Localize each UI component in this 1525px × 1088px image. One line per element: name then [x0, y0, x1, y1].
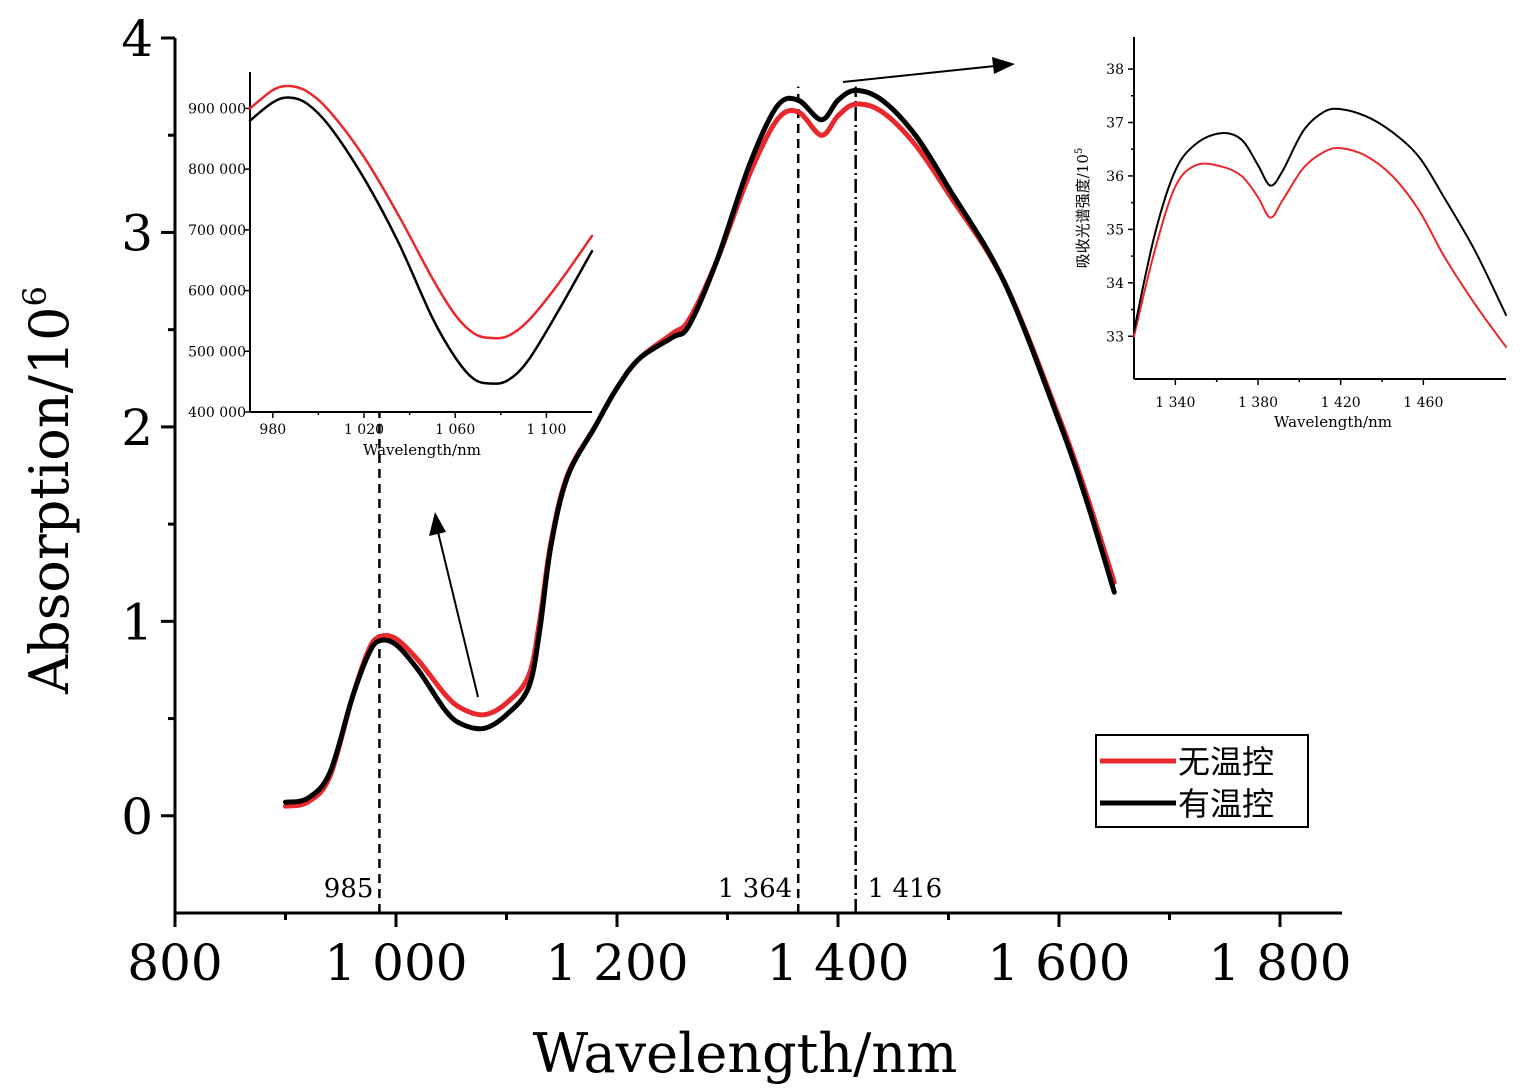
- series-line-with-temp-control: [1133, 107, 1507, 332]
- y-tick-label: 0: [121, 788, 153, 846]
- legend-label-no-temp-control: 无温控: [1178, 743, 1274, 781]
- annotation-label-1364: 1 364: [718, 874, 792, 904]
- main-series: [283, 88, 1117, 809]
- x-tick-label: 1 200: [545, 934, 688, 992]
- x-tick-label: 1 460: [1403, 395, 1443, 411]
- main-x-axis-title: Wavelength/nm: [533, 1022, 958, 1085]
- legend-box: [1095, 734, 1309, 828]
- inset-arrows: [429, 57, 1015, 698]
- y-tick-label: 37: [1106, 116, 1124, 132]
- inset-left-series: [248, 84, 594, 385]
- x-tick-label: 980: [259, 422, 286, 438]
- inset-right: 1 340 1 380 1 420 1 460 33 34 35 36 37 38 Wavelen…: [1074, 37, 1507, 431]
- x-tick-label: 1 420: [1321, 395, 1361, 411]
- x-tick-label: 1 600: [987, 934, 1130, 992]
- main-y-axis-title: Absorption/106: [16, 286, 81, 695]
- inset-left-ticks: 980 1 020 1 060 1 100 400 000 500 000 600 000 7…: [188, 101, 566, 438]
- legend: 无温控 有温控: [1095, 734, 1309, 828]
- y-tick-label: 38: [1106, 62, 1124, 78]
- y-tick-label: 900 000: [188, 101, 246, 117]
- inset-right-ticks: 1 340 1 380 1 420 1 460 33 34 35 36 37 38: [1106, 62, 1443, 411]
- y-tick-label: 400 000: [188, 405, 246, 421]
- inset-left: 980 1 020 1 060 1 100 400 000 500 000 600 000 7…: [188, 72, 594, 459]
- x-tick-label: 1 000: [324, 934, 467, 992]
- main-y-axis-title-base: Absorption/10: [18, 307, 81, 695]
- y-tick-label: 700 000: [188, 223, 246, 239]
- x-tick-label: 1 060: [435, 422, 475, 438]
- y-tick-label: 2: [121, 399, 153, 457]
- series-line-with-temp-control: [248, 96, 594, 385]
- arrow-right-line: [842, 65, 996, 83]
- series-line-with-temp-control: [283, 88, 1117, 805]
- inset-left-bg: [250, 72, 592, 412]
- x-tick-label: 1 400: [766, 934, 909, 992]
- inset-right-series: [1133, 107, 1507, 348]
- arrow-left-line: [437, 531, 479, 698]
- inset-right-y-axis-title: 吸收光谱强度/105: [1074, 148, 1092, 269]
- inset-right-y-axis-title-base: 吸收光谱强度/10: [1074, 154, 1092, 268]
- inset-right-y-axis-title-sup: 5: [1074, 148, 1085, 154]
- y-tick-label: 34: [1106, 276, 1124, 292]
- inset-right-x-axis-title: Wavelength/nm: [1274, 413, 1392, 431]
- y-tick-label: 1: [121, 593, 153, 651]
- x-tick-label: 1 100: [526, 422, 566, 438]
- legend-label-with-temp-control: 有温控: [1178, 785, 1274, 823]
- y-tick-label: 4: [121, 10, 153, 68]
- annotation-label-1416: 1 416: [868, 874, 942, 904]
- arrow-right-head: [992, 57, 1015, 74]
- y-tick-label: 33: [1106, 329, 1124, 345]
- series-line-no-temp-control: [248, 84, 594, 340]
- series-line-no-temp-control: [1133, 146, 1507, 348]
- x-tick-label: 1 020: [344, 422, 384, 438]
- y-tick-label: 3: [121, 204, 153, 262]
- y-tick-label: 36: [1106, 169, 1124, 185]
- main-y-axis-title-sup: 6: [16, 286, 54, 306]
- y-tick-label: 600 000: [188, 284, 246, 300]
- inset-left-x-axis-title: Wavelength/nm: [363, 441, 481, 459]
- annotation-label-985: 985: [324, 874, 374, 904]
- x-tick-label: 1 800: [1208, 934, 1351, 992]
- y-tick-label: 35: [1106, 222, 1124, 238]
- x-tick-label: 1 340: [1155, 395, 1195, 411]
- arrow-left-head: [429, 512, 446, 536]
- main-annotations: 985 1 364 1 416: [324, 86, 942, 913]
- y-tick-label: 800 000: [188, 162, 246, 178]
- x-tick-label: 1 380: [1238, 395, 1278, 411]
- x-tick-label: 800: [127, 934, 222, 992]
- y-tick-label: 500 000: [188, 344, 246, 360]
